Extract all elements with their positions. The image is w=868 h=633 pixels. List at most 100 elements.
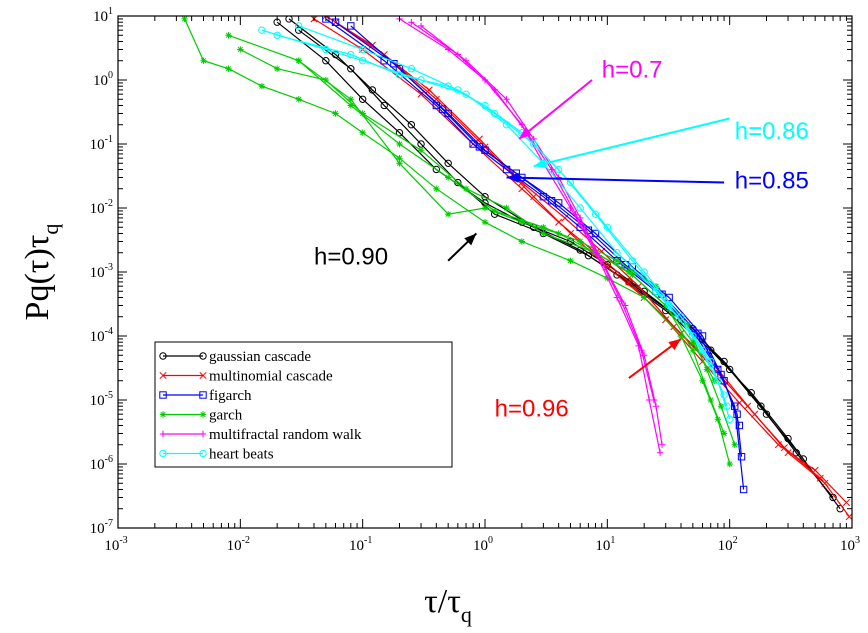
series-0-point-0-1 (322, 57, 330, 65)
annotation-2: h=0.85 (506, 168, 809, 195)
series-4-point-2-0 (408, 19, 415, 26)
series-5 (258, 22, 734, 423)
series-3-point-0-15 (699, 377, 706, 384)
series-5-point-1-1 (347, 50, 355, 59)
series-3-point-2-2 (347, 102, 355, 109)
series-3-line-3 (298, 60, 715, 381)
ticks-layer: 10-3 10-2 10-1 100 101 102 103 10-7 10-6 10-5 10-4… (90, 6, 860, 554)
series-3-point-2-13 (731, 441, 738, 448)
series-1-point-1-5 (566, 229, 575, 238)
series-3-point-0-3 (258, 83, 266, 90)
series-3-point-3-1 (347, 96, 355, 103)
series-0-point-1-7 (584, 251, 593, 260)
series-0-point-1-2 (380, 101, 388, 110)
legend-item-2: figarch (159, 388, 252, 404)
series-4-point-2-6 (595, 252, 602, 259)
legend-item-4: multifractal random walk (159, 427, 362, 443)
series-5-point-2-3 (454, 86, 462, 94)
annotation-0-line (518, 79, 593, 140)
annotation-0: h=0.7 (518, 56, 663, 140)
series-5-point-0-0 (258, 26, 266, 34)
series-0-point-0-4 (432, 165, 441, 174)
legend-item-3-marker-a (159, 411, 167, 418)
series-1-point-0-2 (417, 90, 425, 98)
series-4-point-2-4 (548, 166, 555, 173)
annotation-4-label: h=0.96 (495, 396, 569, 423)
series-4-point-2-5 (572, 211, 579, 218)
x-tick-label-5: 102 (718, 535, 738, 554)
series-3-point-1-7 (540, 230, 547, 237)
series-3-point-0-0 (181, 16, 188, 23)
y-tick-label-6: 10-1 (90, 134, 113, 153)
legend-item-1-marker-b (199, 371, 207, 380)
annotation-3-arrowhead (464, 233, 477, 246)
series-5-point-2-4 (490, 109, 499, 118)
series-5-point-1-6 (554, 165, 563, 174)
series-2-point-2-3 (475, 143, 484, 151)
y-tick-label-2: 10-5 (90, 390, 113, 409)
series-3-point-0-8 (433, 185, 440, 192)
series-2-point-2-12 (737, 453, 746, 461)
x-tick-label-3: 100 (473, 535, 493, 554)
annotation-3-label: h=0.90 (314, 244, 388, 271)
legend-item-5-marker-b (199, 449, 207, 458)
series-0-point-1-11 (757, 402, 765, 410)
series-1-point-0-10 (735, 399, 743, 407)
legend-item-2-marker-b (199, 391, 207, 399)
series-1-point-0-13 (842, 498, 850, 507)
annotation-2-label: h=0.85 (735, 168, 809, 195)
legend-item-2-marker-a (159, 391, 167, 399)
series-3-point-2-3 (396, 140, 403, 148)
series-0-point-2-12 (784, 434, 792, 443)
series-1-line-0 (313, 18, 847, 503)
series-1-point-2-10 (743, 402, 752, 410)
series-2-point-0-12 (739, 485, 748, 494)
series-0-point-2-2 (368, 86, 377, 94)
legend-item-1-label: multinomial cascade (209, 369, 333, 385)
series-4-point-2-2 (491, 86, 498, 94)
series-0-point-0-3 (395, 129, 404, 137)
series-3-point-1-3 (359, 110, 366, 117)
series-5-point-0-11 (714, 377, 722, 385)
series-3-line-0 (184, 18, 731, 465)
series-5-point-2-0 (295, 22, 303, 30)
series-4 (396, 16, 666, 456)
series-5-point-2-9 (677, 313, 685, 321)
series-1-point-2-3 (475, 135, 483, 143)
y-tick-label-7: 100 (93, 70, 113, 89)
series-4-point-1-10 (658, 441, 666, 448)
series-4-line-2 (410, 21, 655, 401)
series-3-point-1-9 (625, 268, 633, 276)
series-5-point-2-1 (358, 45, 367, 54)
series-3-point-1-1 (273, 65, 281, 72)
annotation-0-label: h=0.7 (602, 56, 663, 83)
series-0-point-2-0 (285, 16, 293, 23)
series-3-point-1-6 (503, 204, 510, 212)
series-5-point-2-7 (603, 223, 612, 231)
annotation-1-arrowhead (533, 158, 547, 169)
series-5-point-2-8 (640, 268, 648, 276)
series-3-point-3-2 (396, 160, 403, 167)
series-3-point-2-0 (225, 32, 232, 39)
series-3-point-0-14 (677, 332, 685, 340)
series-5-point-0-3 (417, 76, 425, 84)
series-5-line-1 (277, 34, 725, 396)
series-5-point-2-11 (723, 402, 731, 410)
series-3-point-1-13 (720, 430, 728, 437)
legend-item-4-marker-a (159, 430, 167, 438)
series-2-point-1-11 (735, 421, 744, 430)
series-5-point-0-8 (613, 249, 621, 257)
series-3-point-1-12 (707, 396, 714, 404)
series-3-point-2-8 (613, 257, 621, 264)
legend-item-1-marker-a (159, 371, 167, 380)
x-tick-label-6: 103 (840, 535, 860, 554)
legend-item-0-marker-a (159, 352, 167, 360)
annotation-1-label: h=0.86 (735, 118, 809, 145)
series-3-point-1-0 (237, 46, 244, 53)
series-4-point-0-10 (656, 449, 664, 456)
series-3-point-0-11 (567, 257, 574, 264)
legend-item-5-marker-a (159, 449, 167, 458)
series-5-point-0-7 (576, 204, 584, 212)
series-5-point-0-10 (689, 332, 697, 340)
series-3-point-3-8 (629, 271, 636, 279)
